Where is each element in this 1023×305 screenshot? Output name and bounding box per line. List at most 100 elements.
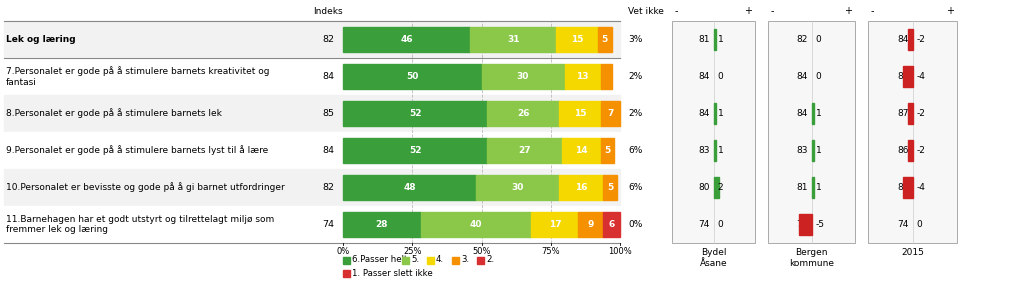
Text: 79: 79 [796,220,807,229]
Text: Bergen: Bergen [795,248,828,257]
Text: 1: 1 [815,146,821,155]
Text: 11.Barnehagen har et godt utstyrt og tilrettelagt miljø som
fremmer lek og lærin: 11.Barnehagen har et godt utstyrt og til… [6,215,274,234]
Text: 84: 84 [322,146,333,155]
Text: 26: 26 [517,109,529,118]
Text: -: - [771,6,774,16]
Bar [4,21,620,58]
Bar [557,27,597,52]
Bar [597,27,612,52]
Text: 100%: 100% [608,247,632,256]
Bar [559,174,604,200]
Text: 2.: 2. [486,256,494,264]
Text: +: + [844,6,852,16]
Text: 40: 40 [470,220,482,229]
Bar [565,63,601,89]
Text: 0: 0 [815,35,821,44]
Text: 75%: 75% [541,247,560,256]
Text: 50: 50 [406,72,418,81]
Bar [343,174,476,200]
Text: 2: 2 [717,183,723,192]
Text: 82: 82 [322,183,333,192]
Text: 14: 14 [575,146,587,155]
Bar [601,138,615,163]
Text: 5.: 5. [411,256,419,264]
Text: 81: 81 [698,35,710,44]
Bar [343,270,350,277]
Bar [559,101,601,127]
Text: 7.Personalet er gode på å stimulere barnets kreativitet og
fantasi: 7.Personalet er gode på å stimulere barn… [6,66,269,87]
Text: -: - [675,6,678,16]
Bar [343,63,482,89]
Text: 25%: 25% [403,247,421,256]
Text: 52: 52 [409,109,421,118]
Text: kommune: kommune [789,259,834,268]
Bar [902,66,913,87]
Text: 74: 74 [322,220,333,229]
Text: +: + [744,6,752,16]
Bar [4,132,620,169]
Text: 5: 5 [608,183,614,192]
Text: 83: 83 [698,146,710,155]
Bar [601,63,612,89]
Text: 1: 1 [717,35,723,44]
Text: 5: 5 [602,35,608,44]
Text: 48: 48 [403,183,415,192]
Text: 74: 74 [897,220,908,229]
Text: -4: -4 [917,72,926,81]
Text: 84: 84 [796,72,807,81]
Text: 4.: 4. [436,256,444,264]
Text: 3%: 3% [628,35,642,44]
Text: 6: 6 [609,220,615,229]
Text: 7: 7 [607,109,614,118]
Bar [902,177,913,198]
Text: 27: 27 [518,146,531,155]
Text: 84: 84 [698,72,710,81]
Text: Åsane: Åsane [700,259,727,268]
Text: Vet ikke: Vet ikke [628,7,664,16]
Bar [604,212,620,238]
Text: 84: 84 [698,109,710,118]
Bar [471,27,557,52]
Bar [907,29,913,50]
Text: 16: 16 [575,183,587,192]
Bar [4,169,620,206]
Text: -: - [871,6,875,16]
Text: 1: 1 [815,183,821,192]
Text: 50%: 50% [473,247,491,256]
Text: 3.: 3. [461,256,470,264]
Text: 0%: 0% [628,220,642,229]
Bar [487,138,562,163]
Bar [452,257,459,264]
Bar [343,101,487,127]
Text: Indeks: Indeks [313,7,343,16]
Bar [713,140,716,161]
Text: 46: 46 [400,35,413,44]
Text: 1: 1 [717,146,723,155]
Bar [487,101,559,127]
FancyBboxPatch shape [868,21,957,243]
Bar [811,140,814,161]
Text: 2%: 2% [628,72,642,81]
Bar [811,103,814,124]
Text: 30: 30 [512,183,524,192]
Text: 0: 0 [717,220,723,229]
Bar [420,212,531,238]
Bar [343,212,420,238]
Text: 6%: 6% [628,146,642,155]
Text: 9.Personalet er gode på å stimulere barnets lyst til å lære: 9.Personalet er gode på å stimulere barn… [6,145,268,156]
Text: -2: -2 [917,35,926,44]
Text: 30: 30 [517,72,529,81]
Text: 86: 86 [897,146,908,155]
Bar [476,174,559,200]
Text: 28: 28 [375,220,388,229]
Text: 86: 86 [897,183,908,192]
Text: 0%: 0% [337,247,350,256]
Text: 2%: 2% [628,109,642,118]
Text: -4: -4 [917,183,926,192]
Text: 10.Personalet er bevisste og gode på å gi barnet utfordringer: 10.Personalet er bevisste og gode på å g… [6,183,284,192]
Text: 84: 84 [322,72,333,81]
Text: 0: 0 [717,72,723,81]
Text: 0: 0 [917,220,923,229]
Text: -5: -5 [815,220,825,229]
Bar [713,177,718,198]
